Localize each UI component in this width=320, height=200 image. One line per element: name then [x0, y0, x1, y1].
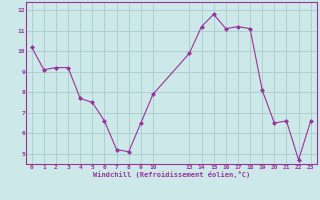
X-axis label: Windchill (Refroidissement éolien,°C): Windchill (Refroidissement éolien,°C) — [92, 171, 250, 178]
